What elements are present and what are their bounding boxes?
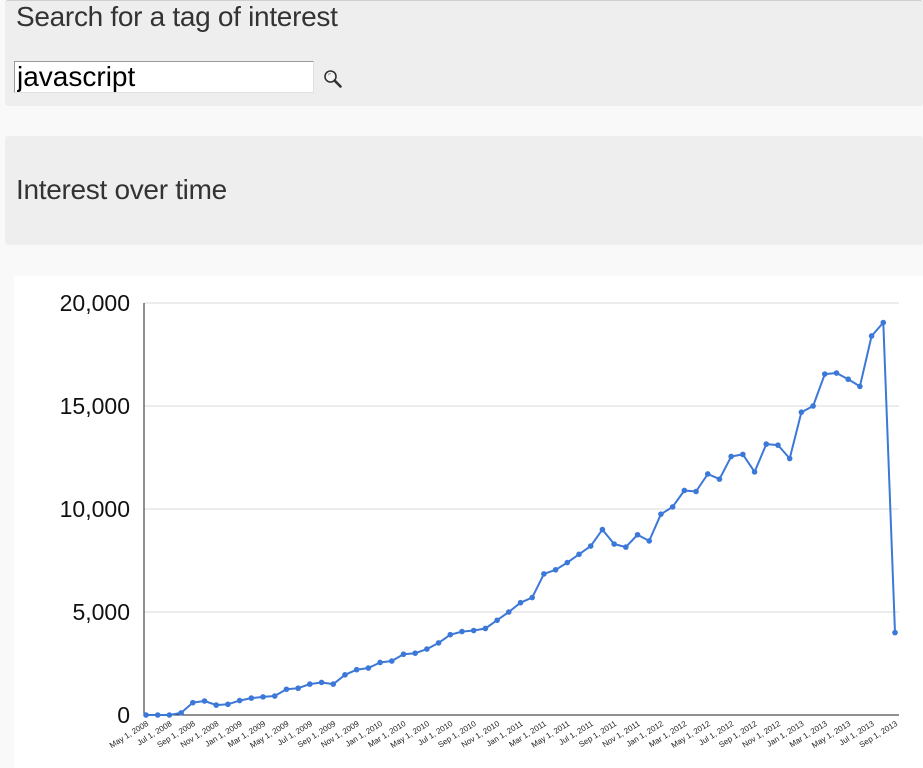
data-point	[400, 651, 407, 658]
data-point	[365, 665, 372, 671]
data-point	[763, 441, 770, 447]
data-point	[154, 712, 161, 718]
data-point	[470, 627, 477, 634]
data-point	[798, 409, 805, 415]
data-point	[342, 672, 348, 678]
data-point	[412, 650, 418, 656]
y-tick-label: 10,000	[60, 496, 130, 522]
data-point	[353, 666, 360, 673]
data-point	[552, 566, 559, 573]
data-point	[587, 543, 594, 549]
data-point	[505, 609, 512, 615]
data-point	[248, 695, 255, 701]
data-point	[728, 453, 734, 460]
data-point	[388, 658, 395, 664]
data-point	[190, 699, 196, 706]
data-point	[529, 594, 536, 601]
data-point	[821, 371, 828, 377]
data-point	[868, 333, 875, 339]
data-point	[424, 646, 430, 652]
data-point	[833, 370, 840, 376]
search-panel: Search for a tag of interest	[5, 0, 923, 106]
tag-search-input[interactable]	[14, 61, 314, 93]
data-point	[143, 712, 149, 718]
data-point	[646, 538, 653, 544]
y-tick-label: 5,000	[72, 599, 130, 625]
interest-chart: 0 5,000 10,000 15,000 20,000 May 1, 2008 Jul 1…	[14, 276, 923, 768]
data-point	[880, 319, 887, 326]
interest-title: Interest over time	[16, 174, 227, 205]
data-point	[775, 442, 781, 448]
data-point	[459, 628, 465, 635]
data-point	[740, 451, 746, 458]
magnifier-icon[interactable]	[323, 69, 343, 89]
search-title: Search for a tag of interest	[16, 1, 338, 32]
data-point	[494, 617, 500, 624]
data-point	[716, 476, 723, 482]
data-point	[236, 697, 243, 704]
data-point	[377, 659, 383, 666]
data-point	[330, 681, 337, 687]
data-point	[658, 511, 664, 517]
data-point	[166, 712, 173, 718]
data-point	[857, 383, 863, 390]
data-point	[634, 531, 641, 538]
data-point	[283, 686, 290, 693]
interest-panel: Interest over time	[5, 136, 923, 245]
data-point	[599, 526, 606, 533]
y-tick-label: 15,000	[60, 393, 130, 419]
y-tick-label: 0	[117, 702, 130, 728]
data-point	[810, 403, 816, 409]
data-point	[482, 625, 489, 632]
data-point	[845, 376, 851, 383]
data-point	[751, 469, 758, 475]
data-point	[447, 631, 454, 638]
data-point	[669, 504, 676, 510]
data-point	[260, 694, 266, 700]
data-point	[693, 488, 699, 495]
data-point	[435, 640, 442, 646]
data-point	[611, 541, 617, 547]
data-point	[892, 629, 898, 636]
data-point	[623, 544, 629, 550]
data-point	[704, 471, 711, 477]
series-line	[146, 321, 896, 716]
data-point	[541, 571, 547, 577]
data-point	[576, 551, 582, 558]
data-point	[681, 487, 688, 494]
data-point	[318, 679, 325, 686]
data-point	[213, 702, 220, 708]
y-tick-label: 20,000	[60, 290, 130, 316]
data-point	[564, 559, 571, 566]
data-point	[786, 455, 793, 462]
data-point	[295, 685, 301, 692]
data-point	[271, 693, 278, 699]
data-point	[178, 710, 184, 716]
data-point	[517, 599, 524, 606]
data-point	[307, 681, 313, 687]
data-point	[225, 701, 231, 708]
data-point	[201, 698, 208, 704]
